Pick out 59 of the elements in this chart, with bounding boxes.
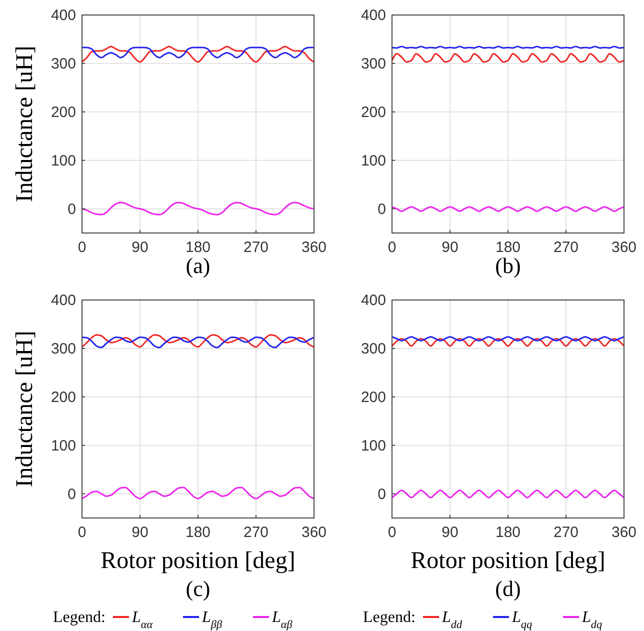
y-tick-label: 400 bbox=[50, 7, 76, 24]
line-series bbox=[391, 53, 625, 63]
x-tick-label: 180 bbox=[495, 524, 521, 541]
x-axis-title: Rotor position [deg] bbox=[410, 548, 606, 574]
line-series bbox=[81, 46, 315, 63]
y-tick-label: 100 bbox=[360, 437, 386, 454]
legend-label: L$_{αα}$ bbox=[131, 609, 154, 631]
x-tick-label: 180 bbox=[495, 239, 521, 256]
x-tick-label: 270 bbox=[243, 524, 269, 541]
x-tick-label: 180 bbox=[185, 524, 211, 541]
y-tick-label: 200 bbox=[50, 104, 76, 121]
y-tick-label: 0 bbox=[378, 486, 386, 503]
y-tick-label: 300 bbox=[360, 55, 386, 72]
y-tick-label: 0 bbox=[378, 200, 386, 218]
text: (d) bbox=[495, 576, 521, 601]
text: (b) bbox=[495, 253, 521, 278]
line-series bbox=[81, 46, 315, 58]
x-tick-label: 360 bbox=[611, 239, 637, 256]
x-tick-label: 90 bbox=[442, 239, 458, 256]
x-tick-label: 180 bbox=[185, 239, 211, 256]
line-series bbox=[81, 336, 315, 348]
x-tick-label: 360 bbox=[611, 524, 637, 541]
legend-label: L$_{ββ}$ bbox=[201, 609, 222, 631]
y-tick-label: 400 bbox=[50, 292, 76, 309]
x-axis-title: Rotor position [deg] bbox=[100, 548, 296, 574]
y-tick-label: 100 bbox=[50, 152, 76, 170]
y-tick-label: 300 bbox=[50, 55, 76, 72]
y-tick-label: 100 bbox=[360, 152, 386, 170]
x-tick-label: 90 bbox=[132, 239, 148, 256]
legend-label: L$_{dd}$ bbox=[441, 609, 462, 631]
x-tick-label: 270 bbox=[553, 524, 579, 541]
legend-label: L$_{dq}$ bbox=[581, 609, 602, 631]
text: (a) bbox=[186, 253, 210, 278]
x-tick-label: 360 bbox=[301, 524, 327, 541]
x-tick-label: 360 bbox=[301, 239, 327, 256]
x-tick-label: 270 bbox=[243, 239, 269, 256]
legend-label: L$_{qq}$ bbox=[511, 609, 532, 631]
y-tick-label: 200 bbox=[50, 388, 76, 406]
x-tick-label: 90 bbox=[132, 524, 148, 541]
y-axis-title: Inductance [uH] bbox=[12, 46, 38, 202]
y-tick-label: 200 bbox=[360, 104, 386, 121]
text: (c) bbox=[186, 576, 210, 601]
y-tick-label: 400 bbox=[360, 292, 386, 309]
y-tick-label: 300 bbox=[50, 340, 76, 358]
legend-title: Legend: bbox=[53, 609, 106, 626]
legend-title: Legend: bbox=[363, 609, 416, 626]
line-series bbox=[81, 486, 315, 500]
y-axis-title: Inductance [uH] bbox=[12, 330, 38, 488]
y-tick-label: 400 bbox=[360, 7, 386, 24]
legend-label: L$_{αβ}$ bbox=[271, 609, 293, 631]
y-tick-label: 100 bbox=[50, 437, 76, 454]
line-series bbox=[81, 202, 315, 216]
y-tick-label: 0 bbox=[68, 200, 76, 218]
x-tick-label: 90 bbox=[442, 524, 458, 541]
y-tick-label: 0 bbox=[68, 486, 76, 503]
x-tick-label: 270 bbox=[553, 239, 579, 256]
y-tick-label: 200 bbox=[360, 388, 386, 406]
line-series bbox=[81, 334, 315, 348]
y-tick-label: 300 bbox=[360, 340, 386, 358]
